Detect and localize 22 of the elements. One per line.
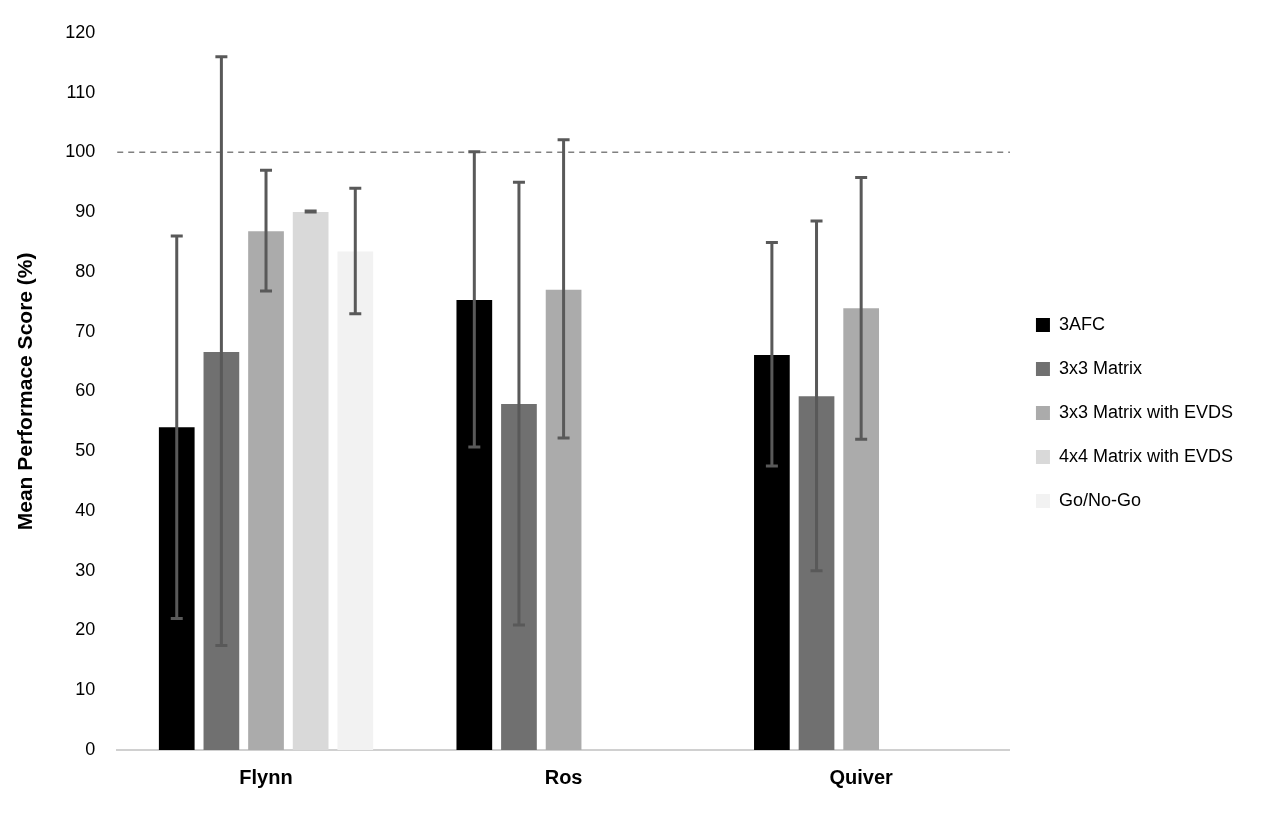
y-tick-label: 30 [75,559,96,580]
y-tick-label: 40 [75,499,96,520]
y-tick-label: 20 [75,619,96,640]
y-tick-label: 50 [75,440,96,461]
y-tick-label: 110 [66,81,96,102]
y-tick-label: 80 [75,260,96,281]
y-tick-label: 0 [85,738,96,759]
y-tick-label: 70 [75,320,96,341]
legend-label: 3x3 Matrix with EVDS [1058,401,1234,422]
y-tick-label: 10 [75,679,96,700]
legend-label: Go/No-Go [1058,489,1141,510]
x-tick-label: Flynn [239,765,293,788]
y-tick-label: 60 [75,380,96,401]
x-tick-label: Quiver [829,765,894,788]
y-axis-title: Mean Performace Score (%) [13,252,37,531]
y-tick-label: 90 [75,201,96,222]
legend-label: 3AFC [1058,313,1105,334]
legend-label: 4x4 Matrix with EVDS [1058,445,1234,466]
x-tick-label: Ros [544,765,583,788]
y-tick-label: 120 [65,21,96,42]
y-tick-label: 100 [65,141,96,162]
legend-label: 3x3 Matrix [1058,357,1142,378]
